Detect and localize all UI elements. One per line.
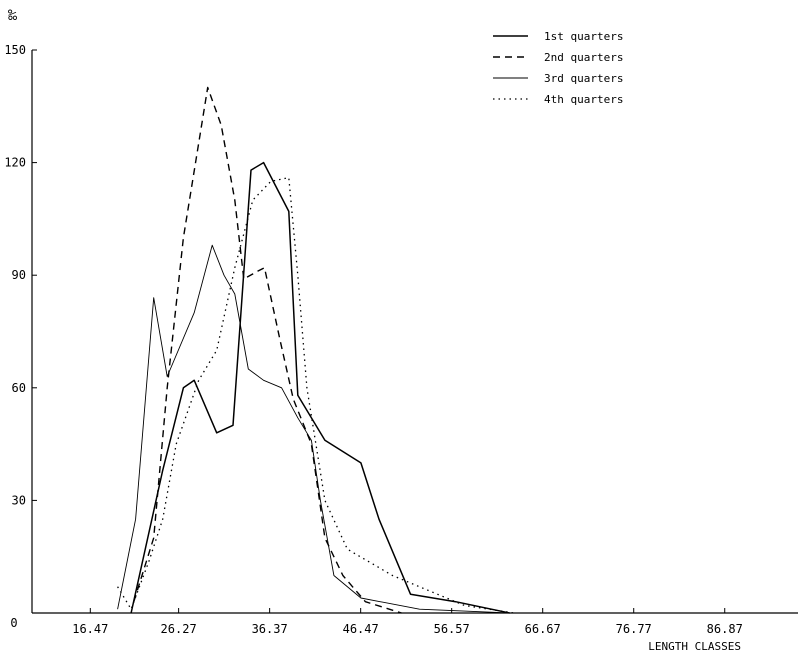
- series-lines: [117, 86, 515, 614]
- series-line-2: [133, 86, 402, 614]
- y-tick-label: 150: [4, 43, 26, 57]
- y-tick-label: 30: [12, 493, 26, 507]
- y-tick-label: 60: [12, 381, 26, 395]
- x-tick-label: 16.47: [72, 622, 108, 636]
- legend-label-1: 1st quarters: [544, 30, 623, 43]
- legend-label-3: 3rd quarters: [544, 72, 623, 85]
- x-tick-label: 36.37: [252, 622, 288, 636]
- axes: 30 60 90 120 150 0 16.47 26.27 36.37 46.47 56.57 66…: [4, 6, 798, 653]
- y-axis-unit-label: ‰: [8, 6, 18, 24]
- x-tick-label: 86.87: [707, 622, 743, 636]
- x-axis-label: LENGTH CLASSES: [648, 640, 741, 653]
- x-tick-label: 56.57: [434, 622, 470, 636]
- x-tick-label: 76.77: [616, 622, 652, 636]
- y-tick-label: 90: [12, 268, 26, 282]
- legend-label-2: 2nd quarters: [544, 51, 623, 64]
- series-line-3: [117, 244, 510, 614]
- series-line-1: [130, 161, 510, 614]
- legend-label-4: 4th quarters: [544, 93, 623, 106]
- legend: 1st quarters 2nd quarters 3rd quarters 4th …: [493, 30, 623, 106]
- series-line-4: [117, 176, 515, 614]
- x-tick-label: 66.67: [525, 622, 561, 636]
- x-tick-label: 26.27: [161, 622, 197, 636]
- x-tick-label: 46.47: [343, 622, 379, 636]
- origin-label: 0: [10, 616, 17, 630]
- y-tick-label: 120: [4, 156, 26, 170]
